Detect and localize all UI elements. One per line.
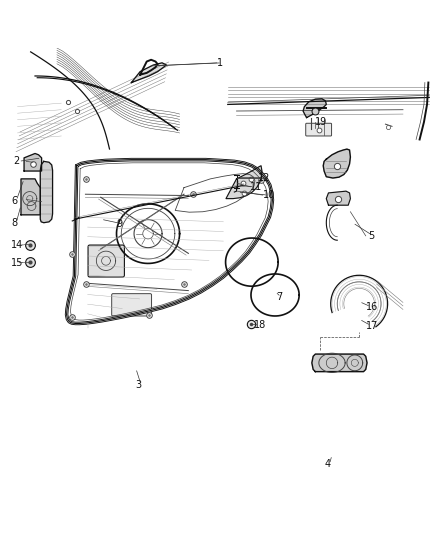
Text: 8: 8: [11, 217, 17, 228]
Text: 7: 7: [276, 292, 282, 302]
Polygon shape: [24, 154, 42, 171]
Text: 15: 15: [11, 258, 23, 268]
Text: 10: 10: [263, 190, 275, 200]
Text: 2: 2: [13, 156, 19, 166]
Text: 6: 6: [11, 196, 17, 206]
Polygon shape: [40, 161, 53, 223]
Text: 12: 12: [258, 173, 271, 183]
Text: 5: 5: [368, 231, 374, 241]
Polygon shape: [131, 63, 166, 83]
Text: 19: 19: [315, 117, 328, 127]
Text: 9: 9: [116, 219, 122, 229]
Polygon shape: [226, 166, 262, 199]
Text: 3: 3: [136, 379, 142, 390]
FancyBboxPatch shape: [112, 294, 152, 316]
Polygon shape: [21, 179, 40, 215]
Text: 1: 1: [217, 58, 223, 68]
Text: 17: 17: [366, 321, 378, 330]
Polygon shape: [303, 99, 326, 118]
Text: 11: 11: [250, 182, 262, 192]
Text: 16: 16: [366, 302, 378, 312]
Polygon shape: [323, 149, 350, 178]
Text: 14: 14: [11, 240, 23, 251]
FancyBboxPatch shape: [88, 245, 124, 277]
Text: 4: 4: [324, 459, 330, 470]
FancyBboxPatch shape: [306, 123, 332, 136]
Text: 18: 18: [254, 320, 266, 330]
Polygon shape: [326, 191, 350, 205]
Polygon shape: [312, 354, 367, 372]
